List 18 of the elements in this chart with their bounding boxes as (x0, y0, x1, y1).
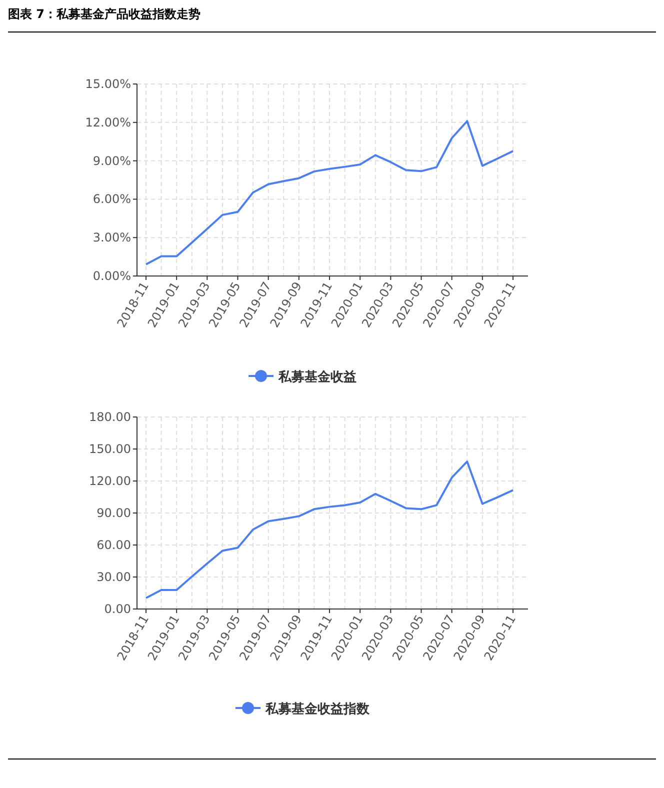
y-tick-label: 12.00% (85, 115, 131, 130)
y-tick-label: 120.00 (89, 474, 131, 488)
y-tick-label: 60.00 (96, 538, 131, 552)
y-tick-label: 9.00% (92, 154, 131, 168)
y-tick-label: 6.00% (92, 192, 131, 206)
y-tick-label: 150.00 (89, 442, 131, 456)
legend-label: 私募基金收益 (278, 370, 356, 385)
legend-label: 私募基金收益指数 (264, 702, 370, 717)
y-tick-label: 0.00% (92, 269, 131, 283)
y-tick-label: 15.00% (85, 77, 131, 91)
line-series (145, 460, 514, 600)
y-tick-label: 90.00 (96, 506, 131, 520)
chart-title: 图表 7：私募基金产品收益指数走势 (8, 7, 201, 21)
y-tick-label: 0.00 (104, 602, 131, 616)
y-tick-label: 180.00 (89, 410, 131, 424)
y-tick-label: 3.00% (92, 230, 131, 245)
line-series (145, 120, 514, 266)
y-tick-label: 30.00 (96, 570, 131, 584)
